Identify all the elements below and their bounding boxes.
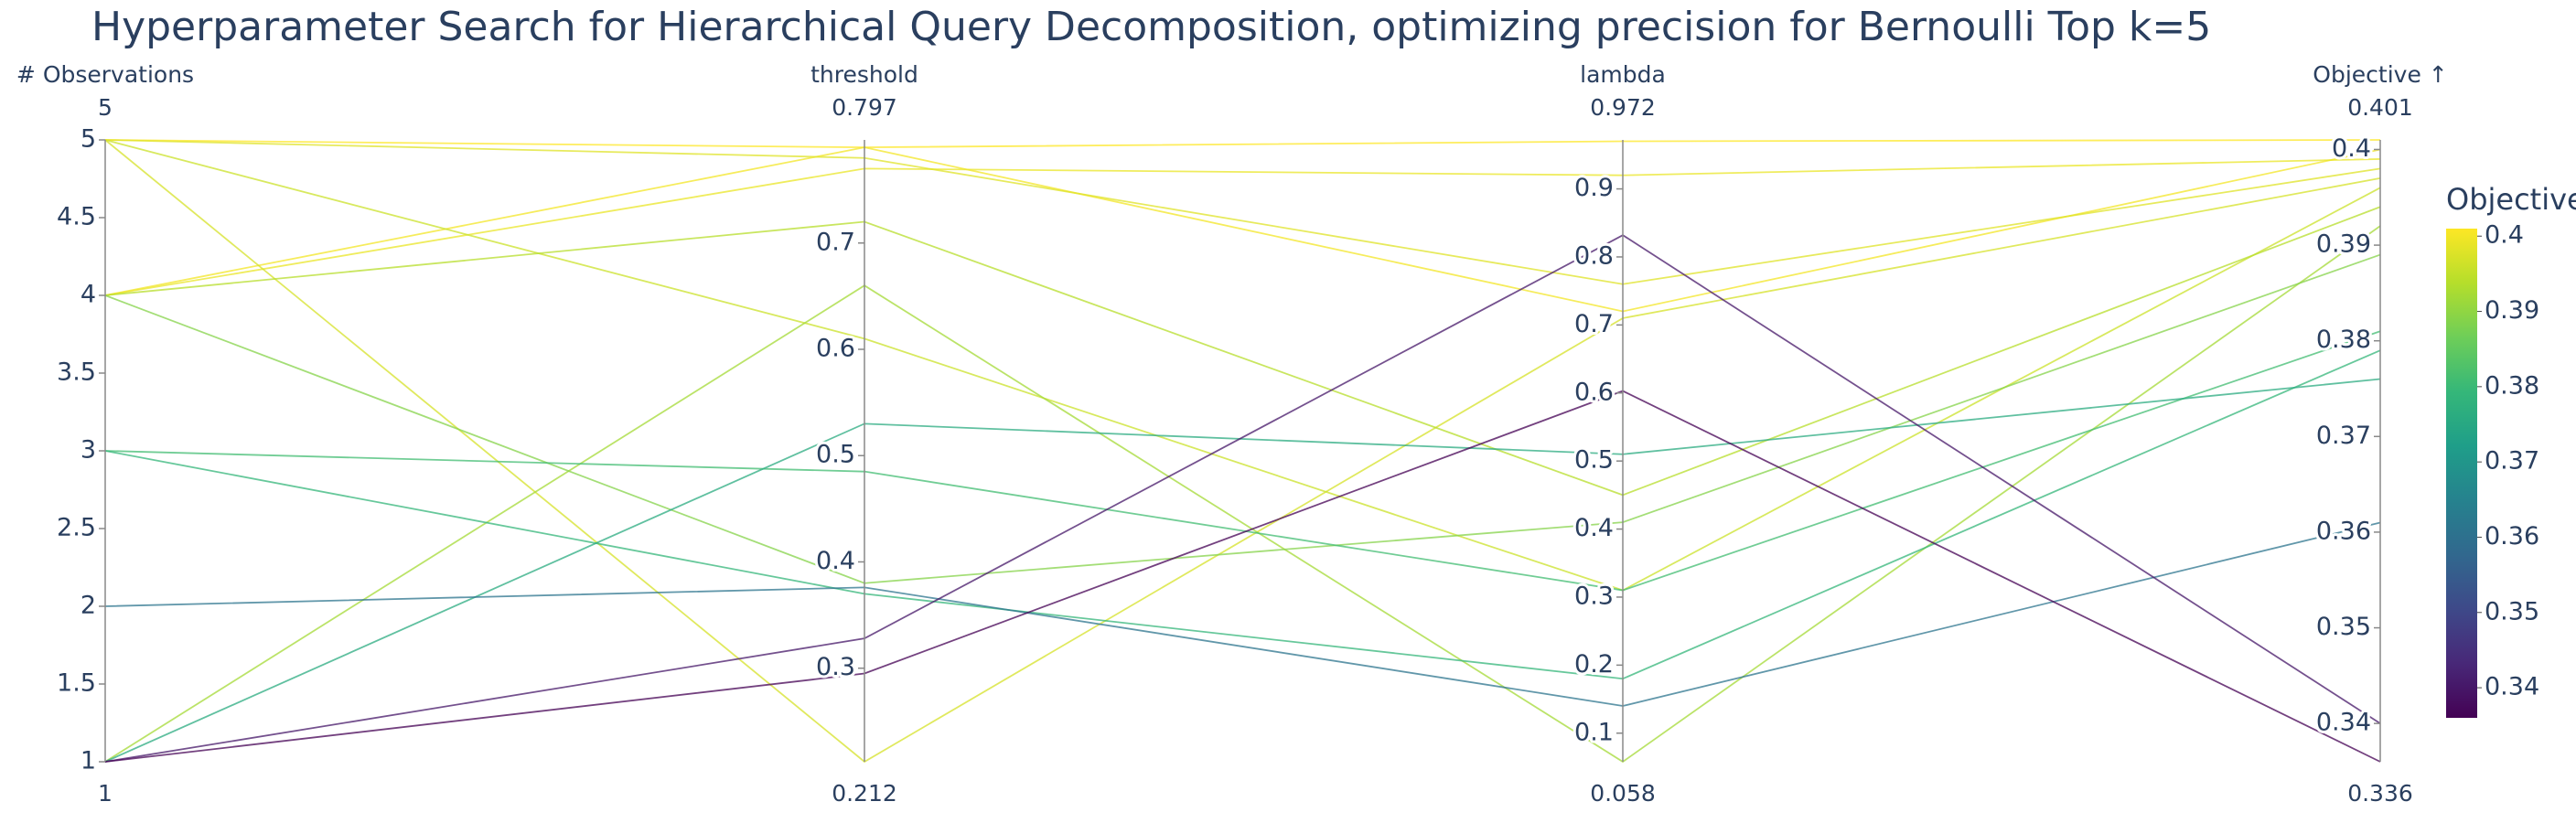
data-line	[104, 349, 2381, 680]
range-min-label: 0.212	[832, 780, 897, 807]
colorbar-title: Objective	[2446, 182, 2576, 217]
axis-label: lambda	[1580, 61, 1666, 88]
tick-label: 0.3	[1574, 582, 1614, 610]
tick-label: 0.6	[816, 334, 855, 362]
axes: # Observations 5 11 1.5 2 2.5 3 3.5 4 4.5 5 thresho…	[16, 61, 2448, 807]
colorbar-tick-label: 0.38	[2485, 371, 2539, 400]
range-max-label: 0.401	[2347, 94, 2413, 121]
axis-label: # Observations	[16, 61, 194, 88]
colorbar-tick-label: 0.37	[2485, 447, 2539, 476]
tick-label: 0.1	[1574, 718, 1614, 746]
tick-label: 0.9	[1574, 174, 1614, 202]
range-max-label: 5	[98, 94, 113, 121]
tick-label: 0.4	[816, 547, 855, 575]
tick-label: 5	[80, 125, 96, 154]
tick-label: 0.4	[1574, 514, 1614, 542]
colorbar-tick-label: 0.36	[2485, 522, 2539, 550]
tick-label: 0.36	[2316, 517, 2371, 545]
tick-label: 0.34	[2316, 709, 2371, 737]
range-min-label: 0.336	[2347, 780, 2413, 807]
tick-label: 3.5	[57, 358, 96, 387]
range-max-label: 0.972	[1590, 94, 1656, 121]
tick-label: 4	[80, 281, 96, 309]
data-line	[104, 521, 2381, 707]
axis-label: Objective ↑	[2313, 61, 2447, 88]
tick-label: 1.5	[57, 669, 96, 698]
data-line	[104, 253, 2381, 584]
tick-label: 0.7	[816, 228, 855, 256]
data-line	[104, 139, 2381, 285]
tick-label: 0.2	[1574, 650, 1614, 679]
tick-label: 0.3	[816, 653, 855, 681]
range-min-label: 0.058	[1590, 780, 1656, 807]
colorbar-gradient	[2446, 229, 2477, 718]
chart-title: Hyperparameter Search for Hierarchical Q…	[91, 4, 2211, 50]
range-min-label: 1	[98, 780, 113, 807]
lines	[104, 139, 2381, 764]
data-line	[104, 139, 2381, 764]
tick-label: 0.39	[2316, 230, 2371, 259]
tick-label: 2.5	[57, 514, 96, 542]
tick-label: 4.5	[57, 203, 96, 231]
tick-label: 0.6	[1574, 378, 1614, 406]
tick-label: 3	[80, 436, 96, 465]
data-line	[104, 378, 2381, 763]
tick-label: 0.37	[2316, 422, 2371, 450]
data-line	[104, 206, 2381, 497]
colorbar: Objective 0.34 0.35 0.36 0.37 0.38 0.39 0.4	[2446, 182, 2576, 718]
tick-label: 0.38	[2316, 326, 2371, 354]
colorbar-tick-label: 0.4	[2485, 221, 2524, 250]
data-line	[104, 158, 2381, 296]
data-line	[104, 234, 2381, 763]
tick-label: 1	[80, 747, 96, 775]
tick-label: 2	[80, 592, 96, 620]
tick-label: 0.35	[2316, 613, 2371, 641]
data-line	[104, 146, 2381, 313]
data-line	[104, 225, 2381, 764]
colorbar-tick-label: 0.34	[2485, 673, 2539, 701]
tick-label: 0.7	[1574, 310, 1614, 338]
tick-label: 0.5	[1574, 446, 1614, 475]
range-max-label: 0.797	[832, 94, 897, 121]
tick-label: 0.4	[2332, 134, 2371, 163]
tick-label: 0.5	[816, 441, 855, 469]
data-line	[104, 390, 2381, 763]
data-line	[104, 139, 2381, 149]
tick-label: 0.8	[1574, 241, 1614, 270]
colorbar-tick-label: 0.35	[2485, 597, 2539, 625]
colorbar-tick-label: 0.39	[2485, 296, 2539, 325]
axis-label: threshold	[810, 61, 918, 88]
data-line	[104, 330, 2381, 592]
